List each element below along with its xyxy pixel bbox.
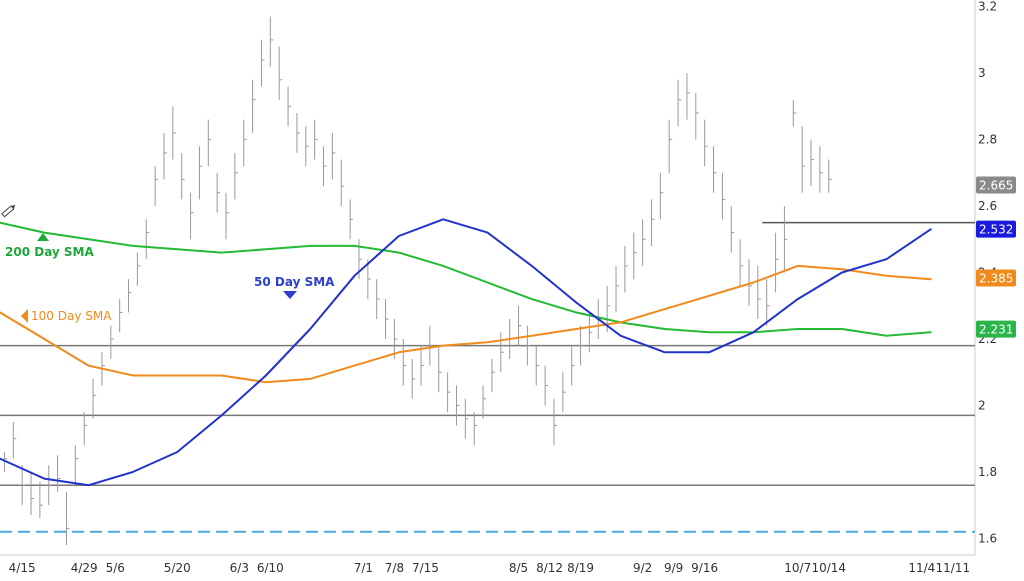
value-badge-label: 2.532 <box>979 223 1013 237</box>
moving-averages <box>0 218 932 487</box>
value-badge: 2.532 <box>976 220 1016 238</box>
annotation-100-day-label: 100 Day SMA <box>31 309 112 323</box>
annotation-100-day-sma: 100 Day SMA <box>21 309 112 323</box>
x-tick-label: 8/19 <box>567 561 594 575</box>
annotation-200-day-label: 200 Day SMA <box>5 245 95 259</box>
x-tick-label: 7/1 <box>354 561 373 575</box>
x-tick-label: 9/16 <box>691 561 718 575</box>
y-tick-label: 3 <box>978 66 986 80</box>
horizontal-levels <box>0 221 975 533</box>
annotation-50-day-sma: 50 Day SMA <box>254 275 335 299</box>
sma-line-200 <box>0 221 932 337</box>
y-tick-label: 1.6 <box>978 531 997 545</box>
x-tick-label: 10/7 <box>784 561 811 575</box>
down-triangle-icon <box>283 291 297 299</box>
x-tick-label: 8/5 <box>509 561 528 575</box>
sma-line-50 <box>0 218 932 487</box>
x-tick-label: 4/15 <box>9 561 36 575</box>
y-tick-label: 3.2 <box>978 0 997 14</box>
x-tick-label: 8/12 <box>536 561 563 575</box>
x-tick-label: 5/20 <box>164 561 191 575</box>
value-badge-label: 2.385 <box>979 272 1013 286</box>
x-tick-label: 6/10 <box>257 561 284 575</box>
value-badge: 2.665 <box>976 176 1016 194</box>
x-tick-label: 10/14 <box>811 561 846 575</box>
annotation-200-day-sma: 200 Day SMA <box>5 233 95 259</box>
value-badge-label: 2.231 <box>979 323 1013 337</box>
value-badge: 2.385 <box>976 269 1016 287</box>
x-tick-label: 5/6 <box>106 561 125 575</box>
x-axis-ticks: 4/15 4/29 5/6 5/20 6/3 6/10 7/1 7/8 7/15 8/5 8/12 8… <box>9 561 970 575</box>
x-tick-label: 11/11 <box>936 561 971 575</box>
x-tick-label: 7/8 <box>385 561 404 575</box>
price-bars <box>3 16 832 546</box>
x-tick-label: 7/15 <box>412 561 439 575</box>
pencil-icon[interactable] <box>1 203 17 218</box>
x-tick-label: 6/3 <box>230 561 249 575</box>
left-triangle-icon <box>21 309 28 323</box>
y-tick-label: 2.6 <box>978 199 997 213</box>
y-tick-label: 1.8 <box>978 465 997 479</box>
x-tick-label: 11/4 <box>908 561 935 575</box>
up-triangle-icon <box>37 233 49 241</box>
y-tick-label: 2 <box>978 398 986 412</box>
x-tick-label: 9/9 <box>664 561 683 575</box>
x-tick-label: 4/29 <box>71 561 98 575</box>
x-tick-label: 9/2 <box>633 561 652 575</box>
sma-line-100 <box>0 264 932 384</box>
y-tick-label: 2.8 <box>978 133 997 147</box>
value-badge: 2.231 <box>976 320 1016 338</box>
annotation-50-day-label: 50 Day SMA <box>254 275 335 289</box>
value-badges: 2.665 2.532 2.385 2.231 <box>976 176 1016 338</box>
value-badge-label: 2.665 <box>979 178 1013 192</box>
